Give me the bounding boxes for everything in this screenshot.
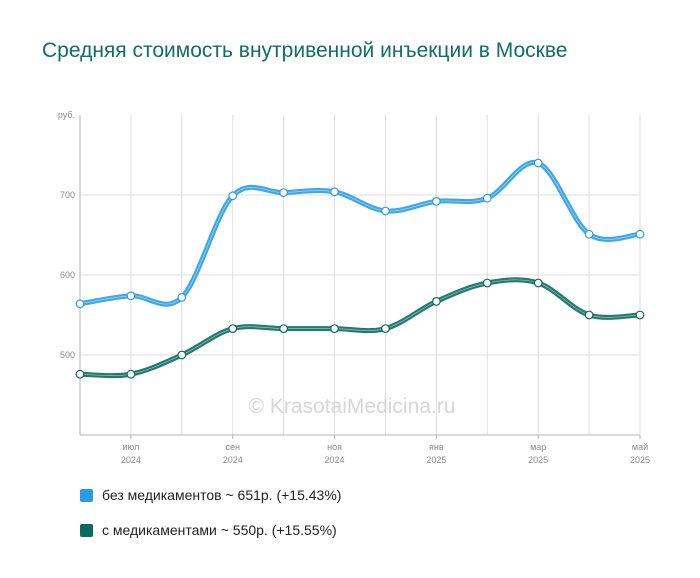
series-2-point xyxy=(533,278,543,288)
series-1-point xyxy=(75,299,85,309)
legend-item-series-2[interactable]: с медикаментами ~ 550р. (+15.55%) xyxy=(80,521,341,539)
series-1-point xyxy=(482,193,492,203)
x-tick-label-month: май xyxy=(632,442,648,452)
x-tick-label-month: ноя xyxy=(327,442,342,452)
x-tick-label-year: 2025 xyxy=(630,455,650,465)
legend-label-series-2: с медикаментами ~ 550р. (+15.55%) xyxy=(102,522,337,538)
series-2-point xyxy=(584,310,594,320)
legend-item-series-1[interactable]: без медикаментов ~ 651р. (+15.43%) xyxy=(80,486,341,504)
series-2-point xyxy=(126,369,136,379)
series-1-point xyxy=(279,188,289,198)
legend-swatch-series-1 xyxy=(80,488,93,502)
x-tick-label-year: 2024 xyxy=(223,455,243,465)
series-2-point xyxy=(381,324,390,334)
series-1-point xyxy=(431,196,441,206)
series-2-point xyxy=(279,324,289,334)
series-2-point xyxy=(482,278,492,288)
series-1-point xyxy=(330,187,339,197)
series-1-point xyxy=(177,293,187,302)
y-tick-label: 500 xyxy=(60,350,75,360)
chart-title: Средняя стоимость внутривенной инъекции … xyxy=(42,39,568,62)
series-2-point xyxy=(330,324,339,334)
y-tick-label: 700 xyxy=(60,190,75,200)
series-2-point xyxy=(635,310,645,320)
series-line-highlight-2 xyxy=(79,279,641,376)
series-1-point xyxy=(584,229,594,239)
series-1-point xyxy=(126,291,136,301)
line-chart: 500 600 700 руб. июл 2024 сен 2024 ноя 2024 янв 202… xyxy=(58,110,650,465)
series-1-point xyxy=(228,191,238,201)
series-2-point xyxy=(177,350,187,360)
series-2-point xyxy=(431,297,441,306)
legend: без медикаментов ~ 651р. (+15.43%) с мед… xyxy=(80,486,341,556)
legend-swatch-series-2 xyxy=(80,523,93,537)
series-2-point xyxy=(75,369,85,379)
x-tick-label-month: июл xyxy=(122,442,139,452)
series-1-point xyxy=(635,229,645,239)
x-tick-label-month: сен xyxy=(225,442,240,452)
x-tick-label-year: 2024 xyxy=(325,455,345,465)
x-tick-label-month: янв xyxy=(429,442,444,452)
series-1-point xyxy=(533,158,543,168)
watermark: © KrasotaiMedicina.ru xyxy=(249,395,456,418)
series-line-2 xyxy=(77,277,643,379)
y-tick-label: 600 xyxy=(60,270,75,280)
x-tick-label-month: мар xyxy=(530,442,546,452)
series-1-point xyxy=(381,206,390,216)
y-axis-unit-label: руб. xyxy=(58,110,75,120)
x-tick-label-year: 2024 xyxy=(121,455,141,465)
x-tick-label-year: 2025 xyxy=(528,455,548,465)
x-tick-label-year: 2025 xyxy=(426,455,446,465)
series-line-highlight-1 xyxy=(79,162,641,305)
series-2-point xyxy=(228,324,238,334)
legend-label-series-1: без медикаментов ~ 651р. (+15.43%) xyxy=(102,487,342,503)
